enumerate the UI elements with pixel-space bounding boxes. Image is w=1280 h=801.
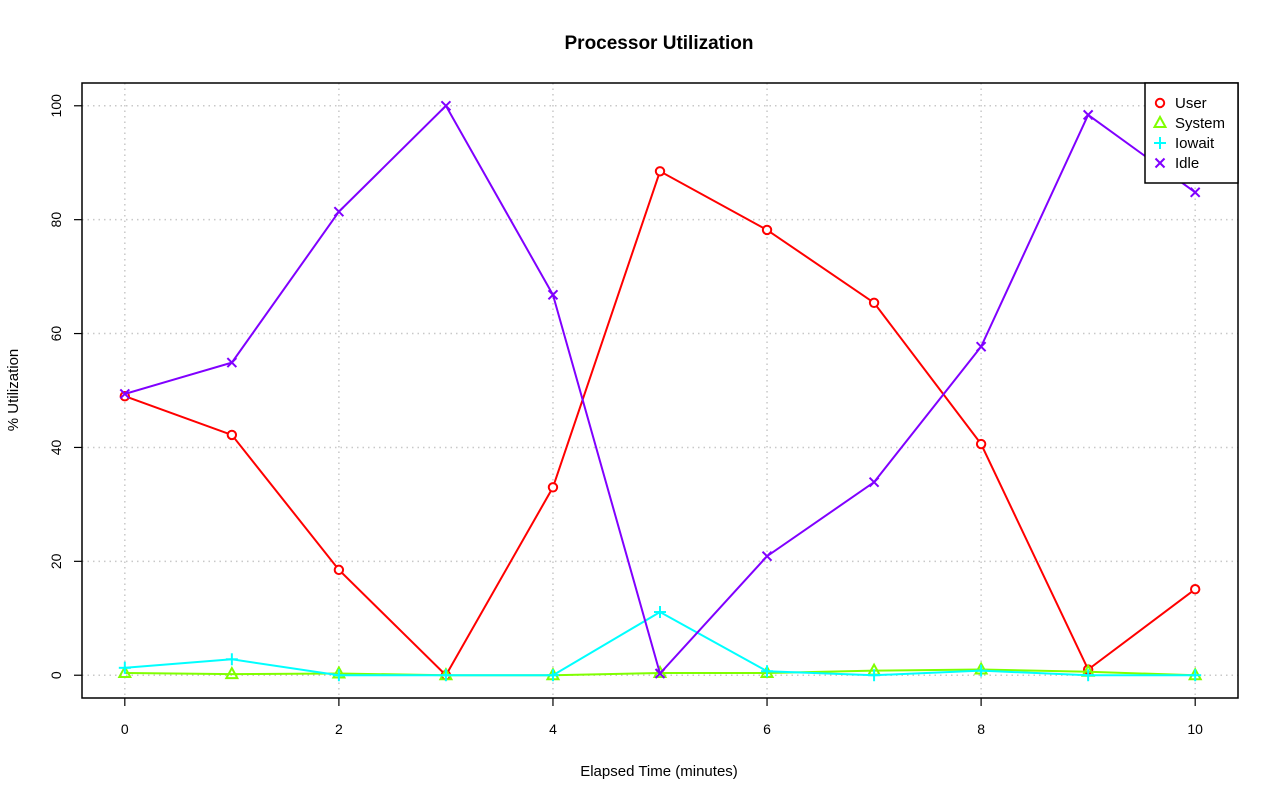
- data-point-user: [547, 482, 559, 493]
- series-user: [119, 166, 1201, 681]
- data-point-iowait: [1082, 669, 1095, 682]
- data-point-iowait: [1189, 669, 1202, 682]
- data-point-user: [333, 564, 345, 576]
- y-tick-label: 0: [48, 671, 64, 679]
- legend-label-iowait: Iowait: [1175, 135, 1215, 152]
- y-tick-label: 80: [48, 212, 64, 228]
- chart-title: Processor Utilization: [565, 33, 754, 54]
- data-point-user: [1189, 584, 1201, 595]
- legend-label-system: System: [1175, 115, 1225, 132]
- x-tick-label: 10: [1187, 721, 1203, 737]
- data-point-user: [975, 438, 987, 450]
- data-point-iowait: [975, 664, 988, 677]
- legend-marker-user: [1154, 97, 1166, 109]
- data-point-system: [117, 664, 133, 678]
- series-layer: [117, 100, 1203, 682]
- legend-marker-system: [1152, 114, 1168, 128]
- y-tick-label: 40: [48, 439, 64, 455]
- x-tick-label: 6: [763, 721, 771, 737]
- data-point-iowait: [761, 665, 774, 678]
- y-axis-label: % Utilization: [5, 349, 22, 432]
- data-point-idle: [333, 206, 345, 217]
- data-point-iowait: [118, 661, 131, 674]
- data-point-idle: [1082, 109, 1094, 121]
- x-tick-label: 4: [549, 721, 557, 737]
- data-point-idle: [868, 476, 880, 488]
- data-point-user: [761, 224, 773, 236]
- data-point-iowait: [546, 669, 559, 682]
- data-point-idle: [226, 357, 238, 368]
- data-point-iowait: [439, 669, 452, 682]
- data-point-idle: [975, 341, 987, 352]
- data-point-iowait: [868, 669, 881, 682]
- data-point-user: [868, 297, 880, 309]
- y-tick-label: 60: [48, 326, 64, 342]
- data-point-idle: [761, 551, 773, 562]
- legend-label-idle: Idle: [1175, 155, 1199, 172]
- series-line-user: [124, 169, 1196, 677]
- grid-lines: [82, 83, 1238, 698]
- y-tick-label: 100: [48, 94, 64, 118]
- plot-frame: [81, 82, 1239, 699]
- data-point-idle: [654, 668, 666, 679]
- legend-label-user: User: [1175, 95, 1207, 112]
- y-tick-label: 20: [48, 553, 64, 569]
- data-point-system: [224, 666, 240, 680]
- x-tick-label: 2: [335, 721, 343, 737]
- data-point-iowait: [225, 653, 238, 666]
- series-line-idle: [124, 104, 1196, 676]
- data-point-iowait: [654, 606, 666, 619]
- data-point-idle: [1189, 187, 1201, 198]
- data-point-user: [226, 429, 238, 441]
- x-tick-label: 0: [121, 721, 129, 737]
- data-point-idle: [119, 388, 131, 400]
- data-point-idle: [440, 100, 452, 111]
- x-axis-label: Elapsed Time (minutes): [580, 763, 738, 780]
- data-point-iowait: [332, 669, 345, 682]
- legend: User System Iowait Idle: [1144, 82, 1239, 184]
- series-iowait: [118, 606, 1202, 682]
- x-tick-label: 8: [977, 721, 985, 737]
- legend-marker-idle: [1154, 157, 1166, 169]
- legend-marker-iowait: [1154, 137, 1166, 149]
- data-point-idle: [547, 289, 559, 301]
- data-point-user: [654, 166, 666, 177]
- series-idle: [119, 100, 1201, 679]
